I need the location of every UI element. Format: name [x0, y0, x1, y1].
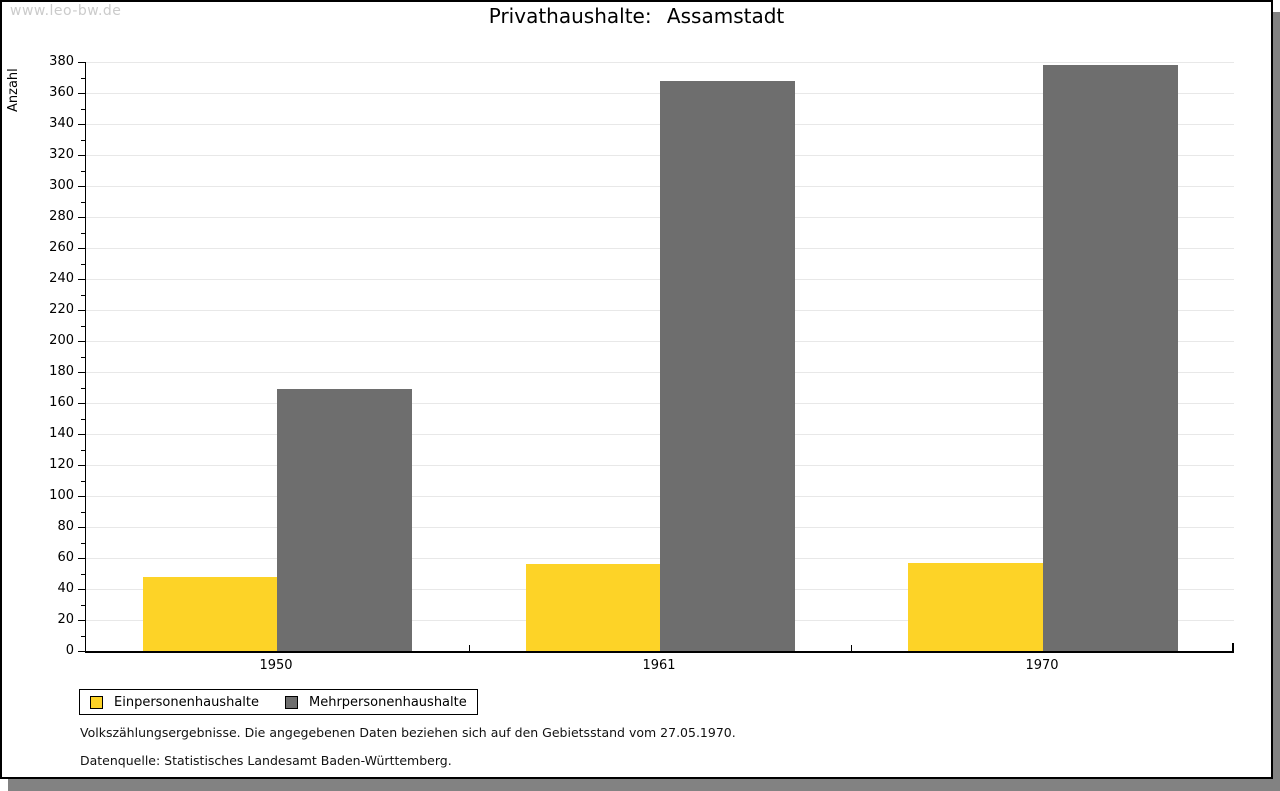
y-axis-label-20: 20 [57, 612, 74, 627]
y-axis-tick-0 [78, 651, 85, 652]
y-axis-tick-300 [78, 186, 85, 187]
chart-frame: www.leo-bw.de Privathaushalte: Assamstad… [0, 0, 1273, 779]
bar-mehrpersonenhaushalte-1961 [660, 81, 795, 651]
y-axis-minor-tick-50 [81, 574, 85, 575]
gridline-y-380 [86, 62, 1234, 63]
y-axis-minor-tick-190 [81, 357, 85, 358]
y-axis-tick-60 [78, 558, 85, 559]
y-axis-label-100: 100 [49, 488, 74, 503]
y-axis-tick-340 [78, 124, 85, 125]
y-axis-minor-tick-170 [81, 388, 85, 389]
x-axis-boundary-tick-2 [851, 645, 852, 651]
y-axis-label-220: 220 [49, 302, 74, 317]
y-axis-tick-380 [78, 62, 85, 63]
y-axis-tick-220 [78, 310, 85, 311]
y-axis-label-360: 360 [49, 85, 74, 100]
y-axis-tick-80 [78, 527, 85, 528]
y-axis-tick-200 [78, 341, 85, 342]
y-axis-minor-tick-250 [81, 264, 85, 265]
y-axis-label-240: 240 [49, 271, 74, 286]
y-axis-minor-tick-70 [81, 543, 85, 544]
y-axis-minor-tick-270 [81, 233, 85, 234]
y-axis-label-140: 140 [49, 426, 74, 441]
bar-einpersonenhaushalte-1950 [143, 577, 278, 651]
y-axis-minor-tick-130 [81, 450, 85, 451]
footnote-gebietsstand: Volkszählungsergebnisse. Die angegebenen… [80, 725, 736, 740]
y-axis-minor-tick-330 [81, 140, 85, 141]
chart-title: Privathaushalte: Assamstadt [488, 4, 785, 28]
y-axis-label-160: 160 [49, 395, 74, 410]
legend-swatch-gray-icon [285, 695, 298, 709]
x-axis-label-1950: 1950 [259, 658, 293, 673]
y-axis-tick-180 [78, 372, 85, 373]
y-axis-title: Anzahl [6, 68, 21, 112]
y-axis-tick-280 [78, 217, 85, 218]
bar-mehrpersonenhaushalte-1970 [1043, 65, 1178, 651]
y-axis-label-200: 200 [49, 333, 74, 348]
legend-item-mehrpersonenhaushalte: Mehrpersonenhaushalte [285, 695, 467, 710]
y-axis-minor-tick-110 [81, 481, 85, 482]
legend-label: Einpersonenhaushalte [114, 694, 259, 710]
y-axis-label-380: 380 [49, 54, 74, 69]
legend: Einpersonenhaushalte Mehrpersonenhaushal… [79, 689, 478, 715]
y-axis-label-340: 340 [49, 116, 74, 131]
y-axis-tick-100 [78, 496, 85, 497]
y-axis-tick-360 [78, 93, 85, 94]
x-axis-label-1970: 1970 [1025, 658, 1059, 673]
y-axis-label-280: 280 [49, 209, 74, 224]
y-axis-minor-tick-290 [81, 202, 85, 203]
y-axis-tick-160 [78, 403, 85, 404]
y-axis-minor-tick-30 [81, 605, 85, 606]
x-axis-end-tick [1232, 643, 1234, 651]
y-axis-label-80: 80 [57, 519, 74, 534]
watermark: www.leo-bw.de [10, 3, 122, 19]
y-axis-minor-tick-350 [81, 109, 85, 110]
y-axis-minor-tick-310 [81, 171, 85, 172]
y-axis-label-60: 60 [57, 550, 74, 565]
y-axis-minor-tick-230 [81, 295, 85, 296]
y-axis-label-320: 320 [49, 147, 74, 162]
y-axis-label-0: 0 [65, 643, 74, 658]
x-axis-label-1961: 1961 [642, 658, 676, 673]
y-axis-label-260: 260 [49, 240, 74, 255]
legend-label: Mehrpersonenhaushalte [309, 694, 467, 710]
y-axis-minor-tick-150 [81, 419, 85, 420]
bar-einpersonenhaushalte-1970 [908, 563, 1043, 651]
x-axis-boundary-tick-1 [469, 645, 470, 651]
legend-item-einpersonenhaushalte: Einpersonenhaushalte [90, 695, 259, 710]
y-axis-tick-140 [78, 434, 85, 435]
y-axis-tick-320 [78, 155, 85, 156]
y-axis-label-300: 300 [49, 178, 74, 193]
y-axis-minor-tick-370 [81, 78, 85, 79]
footnote-datenquelle: Datenquelle: Statistisches Landesamt Bad… [80, 753, 452, 768]
plot-area [85, 62, 1234, 653]
y-axis-minor-tick-10 [81, 636, 85, 637]
y-axis-tick-20 [78, 620, 85, 621]
y-axis-tick-120 [78, 465, 85, 466]
y-axis-tick-260 [78, 248, 85, 249]
bar-einpersonenhaushalte-1961 [526, 564, 661, 651]
y-axis-label-180: 180 [49, 364, 74, 379]
y-axis-minor-tick-210 [81, 326, 85, 327]
y-axis-tick-40 [78, 589, 85, 590]
y-axis-minor-tick-90 [81, 512, 85, 513]
y-axis-tick-240 [78, 279, 85, 280]
y-axis-label-40: 40 [57, 581, 74, 596]
y-axis-label-120: 120 [49, 457, 74, 472]
bar-mehrpersonenhaushalte-1950 [277, 389, 412, 651]
legend-swatch-yellow-icon [90, 695, 103, 709]
